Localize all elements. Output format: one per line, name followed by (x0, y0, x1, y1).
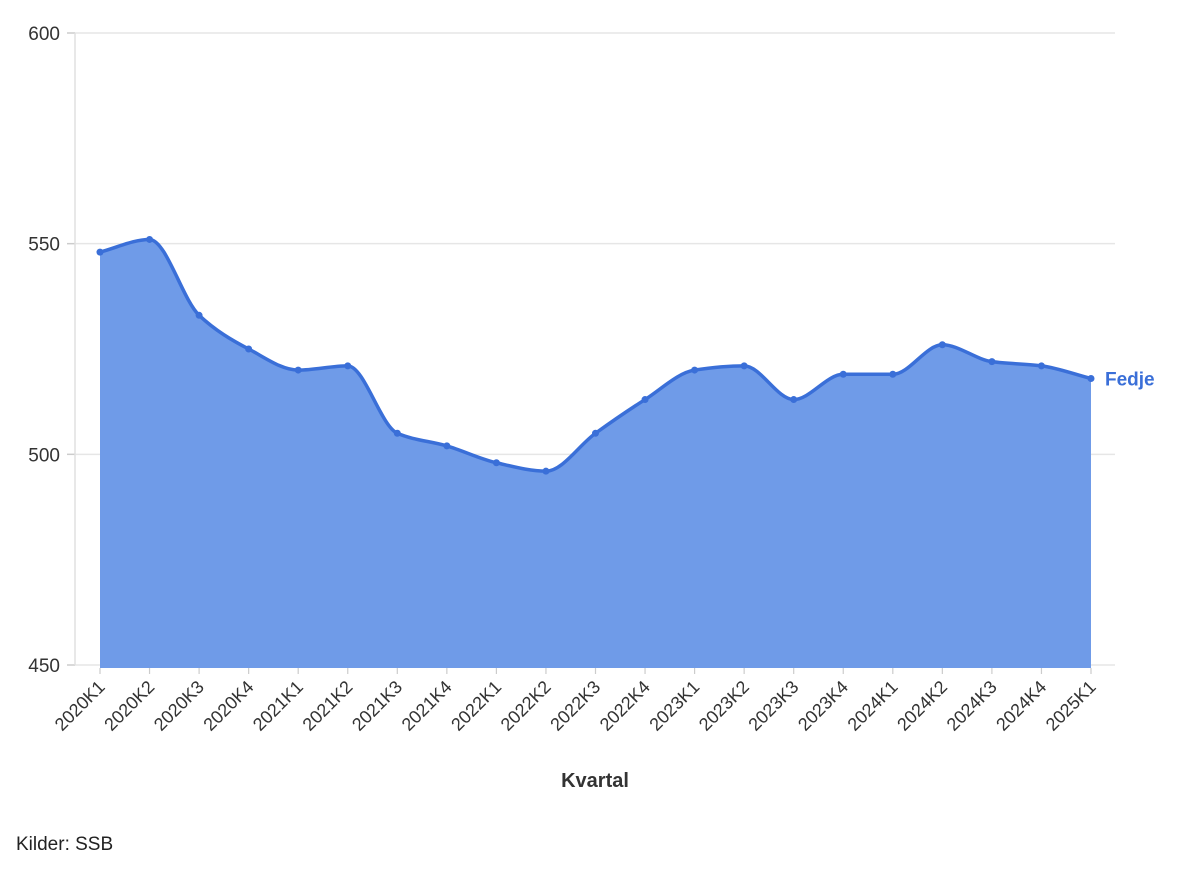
y-tick-label: 550 (28, 235, 60, 256)
series-line-fedje (98, 237, 1093, 473)
x-tick-label: 2020K1 (51, 677, 109, 735)
x-tick-label: 2023K4 (794, 677, 852, 735)
data-point-2022K3[interactable] (592, 429, 599, 437)
data-point-2023K3[interactable] (790, 396, 798, 404)
x-tick-label: 2023K1 (645, 677, 703, 735)
x-axis-ticks: 2020K12020K22020K32020K42021K12021K22021… (51, 668, 1100, 735)
series-fedje: Fedje (98, 237, 1155, 668)
data-point-2024K4[interactable] (1037, 362, 1045, 370)
x-tick-label: 2025K1 (1042, 677, 1100, 735)
data-point-2020K4[interactable] (245, 345, 253, 353)
data-point-2022K1[interactable] (492, 459, 500, 467)
x-tick-label: 2020K4 (199, 677, 257, 735)
x-tick-label: 2020K3 (150, 677, 208, 735)
x-tick-label: 2022K4 (596, 677, 654, 735)
data-point-2021K1[interactable] (294, 366, 302, 374)
data-point-2024K1[interactable] (889, 370, 897, 378)
x-tick-label: 2021K2 (299, 677, 357, 735)
y-tick-label: 600 (28, 24, 60, 45)
data-point-2021K4[interactable] (443, 442, 451, 450)
y-tick-label: 500 (28, 445, 60, 466)
data-point-2021K3[interactable] (393, 429, 401, 437)
source-note: Kilder: SSB (16, 834, 114, 855)
x-tick-label: 2023K3 (745, 677, 803, 735)
x-tick-label: 2022K1 (447, 677, 505, 735)
x-tick-label: 2020K2 (100, 677, 158, 735)
data-point-2022K4[interactable] (641, 396, 649, 404)
x-tick-label: 2024K1 (844, 677, 902, 735)
data-point-2020K3[interactable] (195, 311, 203, 319)
x-tick-label: 2021K4 (398, 677, 456, 735)
x-axis-title: Kvartal (561, 770, 629, 792)
x-tick-label: 2022K3 (546, 677, 604, 735)
series-label-fedje: Fedje (1105, 369, 1155, 390)
data-points (96, 235, 1095, 475)
area-fill-fedje (100, 239, 1091, 668)
x-tick-label: 2024K4 (992, 677, 1050, 735)
x-tick-label: 2024K3 (943, 677, 1001, 735)
y-axis-ticks: 450 500 550 600 (28, 24, 60, 677)
data-point-2023K4[interactable] (839, 370, 847, 378)
data-point-2024K3[interactable] (988, 358, 996, 366)
x-tick-label: 2023K2 (695, 677, 753, 735)
data-point-2020K2[interactable] (146, 235, 154, 243)
data-point-2024K2[interactable] (938, 341, 946, 349)
x-tick-label: 2022K2 (497, 677, 555, 735)
data-point-2025K1[interactable] (1087, 374, 1095, 382)
y-tick-label: 450 (28, 656, 60, 677)
data-point-2022K2[interactable] (542, 467, 550, 475)
data-point-2023K1[interactable] (691, 366, 699, 374)
x-tick-label: 2021K3 (348, 677, 406, 735)
data-point-2023K2[interactable] (740, 362, 748, 370)
data-point-2021K2[interactable] (344, 362, 352, 370)
x-tick-label: 2021K1 (249, 677, 307, 735)
x-tick-label: 2024K2 (893, 677, 951, 735)
data-point-2020K1[interactable] (96, 248, 104, 256)
